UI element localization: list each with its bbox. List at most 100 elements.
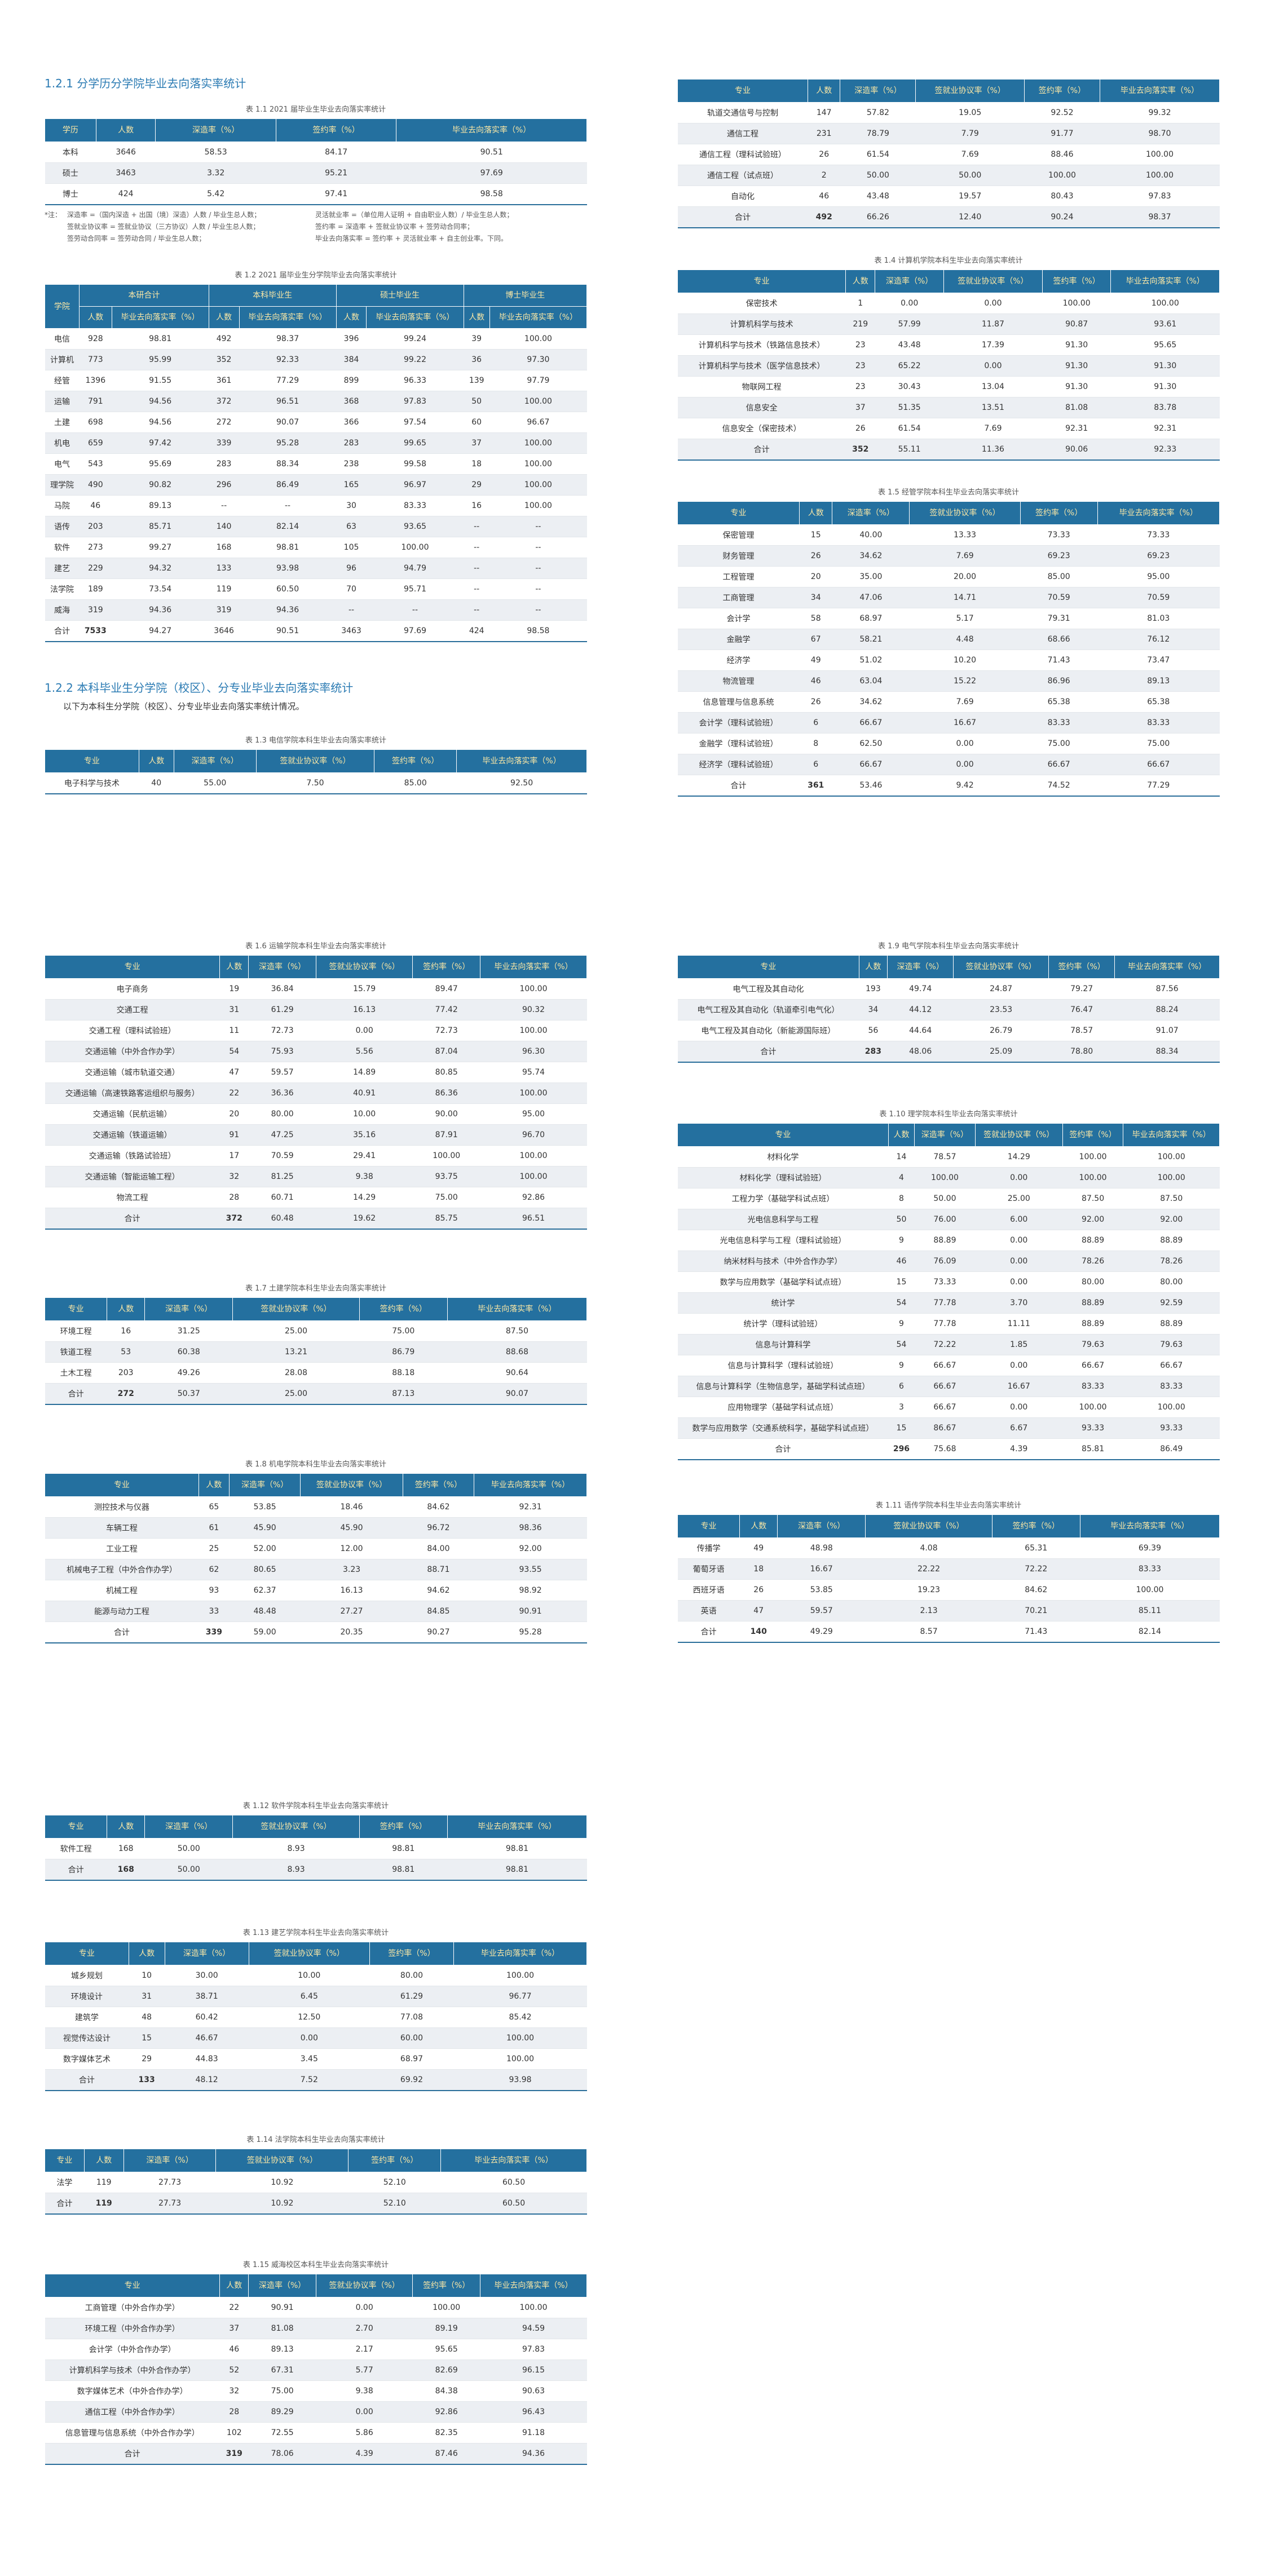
cell: 61.54 [840, 144, 916, 165]
table-row: 经济学（理科试验班） 6 66.67 0.00 66.67 66.67 [677, 754, 1220, 775]
cell: 26.79 [953, 1020, 1049, 1041]
cell: 27.73 [123, 2172, 216, 2193]
cell: 98.92 [474, 1580, 587, 1601]
cell: 9 [888, 1313, 915, 1335]
cell: 电信 [45, 328, 80, 350]
cell: 博士 [45, 183, 96, 205]
total-row: 合计 339 59.00 20.35 90.27 95.28 [45, 1621, 587, 1643]
total-row: 合计 133 48.12 7.52 69.92 93.98 [45, 2069, 587, 2091]
cell: 72.73 [248, 1020, 316, 1041]
table-caption: 表 1.14 法学院本科生毕业去向落实率统计 [246, 2136, 385, 2144]
table-row: 交通运输（城市轨道交通） 47 59.57 14.89 80.85 95.74 [45, 1062, 587, 1083]
table-row: 交通运输（民航运输） 20 80.00 10.00 90.00 95.00 [45, 1103, 587, 1125]
total-row: 合计 168 50.00 8.93 98.81 98.81 [45, 1859, 587, 1881]
cell: 60.50 [239, 578, 337, 600]
cell: 88.68 [447, 1341, 587, 1363]
cell: 100.00 [1024, 165, 1100, 186]
header-row: 专业 人数 深造率（%） 签就业协议率（%） 签约率（%） 毕业去向落实率（%） [677, 1514, 1220, 1538]
cell: 信息与计算科学（理科试验班） [677, 1355, 889, 1376]
cell: 传播学 [677, 1537, 740, 1559]
cell: 60.71 [248, 1187, 316, 1208]
note-item: 深造率 =（国内深造 + 出国（境）深造）人数 / 毕业生总人数； [67, 211, 261, 219]
cell: 92.31 [474, 1496, 587, 1518]
cell: 合计 [45, 1621, 199, 1643]
cell: 97.69 [396, 162, 587, 184]
header-cell: 签约率（%） [1020, 501, 1098, 525]
cell: 424 [96, 183, 156, 205]
cell: 84.00 [403, 1538, 474, 1559]
cell: 62 [198, 1559, 230, 1580]
cell: 65.38 [1097, 691, 1220, 713]
section-intro: 以下为本科生分学院（校区）、分专业毕业去向落实率统计情况。 [63, 701, 305, 712]
cell: 29.41 [316, 1145, 413, 1167]
cell: 61 [198, 1517, 230, 1539]
cell: 26 [799, 691, 832, 713]
data-table: 专业 人数 深造率（%） 签就业协议率（%） 签约率（%） 毕业去向落实率（%） 工商管理（… [44, 2274, 588, 2465]
cell: 91.30 [1042, 376, 1111, 397]
cell: 100.00 [489, 391, 587, 412]
cell: 98.70 [1100, 123, 1220, 144]
cell: 97.83 [366, 391, 464, 412]
header-cell: 毕业去向落实率（%） [479, 2274, 588, 2297]
cell: 283 [859, 1041, 888, 1063]
table-row: 电子科学与技术 40 55.00 7.50 85.00 92.50 [45, 772, 587, 794]
cell: 电气工程及其自动化 [677, 978, 859, 1000]
cell: 4.08 [865, 1537, 992, 1559]
cell: 23 [845, 334, 875, 356]
cell: 90.51 [239, 620, 337, 642]
cell: 40.91 [316, 1082, 413, 1104]
cell: 98.81 [447, 1859, 587, 1881]
cell: 85.42 [453, 2007, 587, 2028]
cell: 67.31 [248, 2360, 316, 2381]
table-row: 机械工程 93 62.37 16.13 94.62 98.92 [45, 1580, 587, 1601]
cell: 17.39 [943, 334, 1043, 356]
cell: 72.22 [914, 1334, 976, 1355]
cell: 83.33 [1097, 712, 1220, 734]
cell: 65 [198, 1496, 230, 1518]
cell: 97.41 [276, 183, 396, 205]
table-row: 材料化学（理科试验班） 4 100.00 0.00 100.00 100.00 [677, 1167, 1220, 1188]
header-row: 专业 人数 深造率（%） 签就业协议率（%） 签约率（%） 毕业去向落实率（%） [44, 1815, 588, 1839]
cell: 0.00 [975, 1355, 1063, 1376]
cell: 10.92 [215, 2193, 349, 2215]
cell: 75.93 [248, 1041, 316, 1062]
cell: 3463 [96, 162, 156, 184]
table-row: 信息与计算科学（理科试验班） 9 66.67 0.00 66.67 66.67 [677, 1355, 1220, 1376]
cell: 保密管理 [677, 524, 800, 546]
cell: 352 [845, 439, 875, 461]
header-cell: 签约率（%） [402, 1473, 475, 1497]
cell: 67 [799, 629, 832, 650]
header-cell: 毕业去向落实率（%） [479, 955, 588, 979]
header-cell: 深造率（%） [832, 501, 910, 525]
cell: 773 [79, 349, 112, 370]
cell: 12.00 [300, 1538, 403, 1559]
cell: 91.30 [1110, 376, 1220, 397]
cell: 72.22 [992, 1558, 1080, 1580]
header-cell: 人数 [888, 1123, 915, 1147]
cell: 100.00 [412, 1145, 480, 1167]
cell: 8.57 [865, 1621, 992, 1643]
cell: 信息管理与信息系统（中外合作办学） [45, 2422, 220, 2444]
data-table: 专业 人数 深造率（%） 签就业协议率（%） 签约率（%） 毕业去向落实率（%） 测控技术与… [45, 1473, 587, 1643]
header-cell: 专业 [44, 1815, 108, 1839]
cell: 68.97 [369, 2048, 454, 2070]
cell: 91.77 [1024, 123, 1100, 144]
cell: 96.15 [480, 2360, 587, 2381]
cell: 46 [808, 185, 840, 207]
cell: 87.50 [1062, 1188, 1123, 1209]
cell: 70.59 [248, 1145, 316, 1167]
cell: 90.63 [480, 2380, 587, 2402]
cell: 11 [219, 1020, 249, 1041]
cell: 建筑学 [45, 2007, 129, 2028]
cell: 55.11 [875, 439, 944, 461]
cell: 339 [209, 432, 240, 454]
cell: 75.00 [1020, 733, 1098, 754]
cell: 8 [799, 733, 832, 754]
table-row: 金融学 67 58.21 4.48 68.66 76.12 [677, 629, 1220, 650]
cell: 34.62 [832, 545, 910, 567]
cell: 238 [336, 453, 367, 475]
cell: 88.46 [1024, 144, 1100, 165]
cell: 1396 [79, 370, 112, 391]
header-row: 专业 人数 深造率（%） 签就业协议率（%） 签约率（%） 毕业去向落实率（%） [44, 955, 588, 979]
